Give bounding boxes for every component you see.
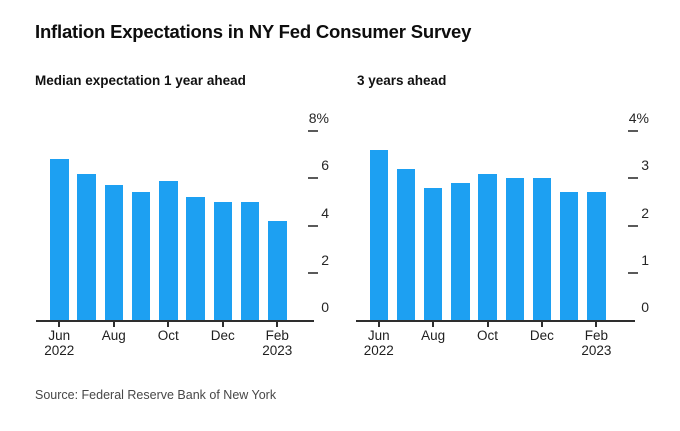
bar-sep-2022 xyxy=(451,182,470,320)
y-axis-label-0: 0 xyxy=(321,299,329,315)
x-axis-label-dec: Dec xyxy=(210,327,235,343)
bar-jun-2022 xyxy=(369,149,388,320)
y-tick-4- xyxy=(628,130,638,132)
x-axis-line xyxy=(356,320,635,322)
x-axis-label-2022: 2022 xyxy=(44,342,75,358)
y-tick-4 xyxy=(308,224,318,227)
bar-feb-2023 xyxy=(268,220,287,320)
x-tick-aug xyxy=(112,322,115,327)
bar-jul-2022 xyxy=(77,173,96,320)
y-tick-1 xyxy=(628,271,638,274)
bar-feb-2023 xyxy=(587,192,606,320)
x-tick-jun-2022 xyxy=(58,322,61,327)
source-note: Source: Federal Reserve Bank of New York xyxy=(35,388,277,402)
bar-nov-2022 xyxy=(186,197,205,320)
x-tick-oct xyxy=(486,322,489,327)
y-axis-label-4: 4 xyxy=(321,204,329,221)
y-tick-2 xyxy=(628,224,638,227)
x-axis-label-feb: Feb xyxy=(584,327,608,343)
chart-subtitle-1-year-ahead: Median expectation 1 year ahead xyxy=(35,73,246,88)
chart-subtitle-3-years-ahead: 3 years ahead xyxy=(357,73,447,88)
x-axis-label-jun: Jun xyxy=(48,327,71,343)
bar-jun-2022 xyxy=(50,159,69,320)
y-tick-3 xyxy=(628,177,638,180)
bar-oct-2022 xyxy=(159,180,178,320)
bar-nov-2022 xyxy=(505,178,524,320)
bar-dec-2022 xyxy=(213,201,232,320)
x-axis-label-aug: Aug xyxy=(101,327,126,343)
bar-jul-2022 xyxy=(396,168,416,320)
y-axis-label-6: 6 xyxy=(321,157,329,174)
x-axis-label-oct: Oct xyxy=(477,327,499,343)
x-axis-label-feb: Feb xyxy=(265,327,289,343)
x-axis-label-jun: Jun xyxy=(367,327,390,343)
bar-jan-2023 xyxy=(559,192,579,320)
x-axis-label-aug: Aug xyxy=(421,327,446,343)
chart-title: Inflation Expectations in NY Fed Consume… xyxy=(35,21,472,42)
y-tick-2 xyxy=(308,271,318,274)
x-axis-label-2023: 2023 xyxy=(262,342,293,358)
x-tick-aug xyxy=(432,322,435,327)
x-tick-jun-2022 xyxy=(377,322,380,327)
x-axis-line xyxy=(36,320,314,322)
x-tick-dec xyxy=(221,322,224,327)
y-axis-label-3: 3 xyxy=(641,157,649,174)
x-tick-feb-2023 xyxy=(276,322,279,327)
x-tick-dec xyxy=(540,322,543,327)
x-axis-label-dec: Dec xyxy=(529,327,554,343)
y-axis-label-4-: 4% xyxy=(628,110,649,126)
x-tick-oct xyxy=(167,322,170,327)
x-axis-label-2022: 2022 xyxy=(363,342,394,358)
y-axis-label-2: 2 xyxy=(321,251,329,268)
bar-jan-2023 xyxy=(240,201,260,320)
y-axis-label-8-: 8% xyxy=(308,110,329,126)
bar-oct-2022 xyxy=(478,173,497,320)
y-tick-8- xyxy=(308,130,318,132)
bar-aug-2022 xyxy=(423,187,443,320)
y-tick-6 xyxy=(308,177,318,180)
bar-sep-2022 xyxy=(131,192,151,320)
y-axis-label-0: 0 xyxy=(641,299,649,315)
x-axis-label-2023: 2023 xyxy=(581,342,612,358)
y-axis-label-2: 2 xyxy=(641,204,649,221)
bar-dec-2022 xyxy=(532,178,552,320)
x-axis-label-oct: Oct xyxy=(157,327,179,343)
y-axis-label-1: 1 xyxy=(641,251,649,268)
x-tick-feb-2023 xyxy=(595,322,598,327)
bar-aug-2022 xyxy=(104,185,123,320)
